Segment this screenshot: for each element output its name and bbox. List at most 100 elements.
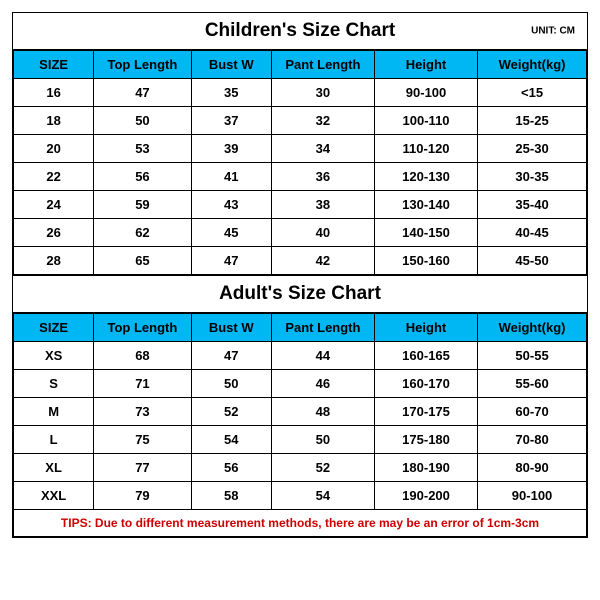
column-header: Weight(kg) <box>478 51 587 79</box>
table-cell: 79 <box>94 482 191 510</box>
table-cell: 15-25 <box>478 107 587 135</box>
column-header: Bust W <box>191 51 271 79</box>
table-cell: 70-80 <box>478 426 587 454</box>
table-cell: 32 <box>271 107 374 135</box>
tips-row: TIPS: Due to different measurement metho… <box>14 510 587 537</box>
children-title-row: Children's Size Chart UNIT: CM <box>13 13 587 50</box>
table-cell: 175-180 <box>374 426 477 454</box>
table-cell: 39 <box>191 135 271 163</box>
table-cell: 47 <box>191 247 271 275</box>
table-cell: 71 <box>94 370 191 398</box>
table-row: S715046160-17055-60 <box>14 370 587 398</box>
table-cell: 56 <box>94 163 191 191</box>
adult-table-head: SIZETop LengthBust WPant LengthHeightWei… <box>14 314 587 342</box>
table-cell: 30-35 <box>478 163 587 191</box>
table-cell: 45 <box>191 219 271 247</box>
table-row: M735248170-17560-70 <box>14 398 587 426</box>
adult-title-row: Adult's Size Chart <box>13 276 587 313</box>
table-cell: 130-140 <box>374 191 477 219</box>
table-cell: XS <box>14 342 94 370</box>
table-row: 20533934110-12025-30 <box>14 135 587 163</box>
table-cell: 45-50 <box>478 247 587 275</box>
table-cell: <15 <box>478 79 587 107</box>
table-cell: 50 <box>271 426 374 454</box>
table-cell: 44 <box>271 342 374 370</box>
table-cell: 38 <box>271 191 374 219</box>
column-header: Top Length <box>94 51 191 79</box>
table-row: 18503732100-11015-25 <box>14 107 587 135</box>
table-cell: 170-175 <box>374 398 477 426</box>
children-size-chart: Children's Size Chart UNIT: CM SIZETop L… <box>12 12 588 276</box>
table-cell: M <box>14 398 94 426</box>
adult-table-body: XS684744160-16550-55S715046160-17055-60M… <box>14 342 587 510</box>
table-cell: 52 <box>271 454 374 482</box>
table-cell: 150-160 <box>374 247 477 275</box>
table-cell: 160-165 <box>374 342 477 370</box>
table-cell: 43 <box>191 191 271 219</box>
table-cell: 18 <box>14 107 94 135</box>
table-row: 22564136120-13030-35 <box>14 163 587 191</box>
children-table: SIZETop LengthBust WPant LengthHeightWei… <box>13 50 587 275</box>
table-cell: 90-100 <box>478 482 587 510</box>
table-cell: 42 <box>271 247 374 275</box>
table-cell: 180-190 <box>374 454 477 482</box>
table-cell: 90-100 <box>374 79 477 107</box>
table-cell: 53 <box>94 135 191 163</box>
children-table-head: SIZETop LengthBust WPant LengthHeightWei… <box>14 51 587 79</box>
table-cell: 140-150 <box>374 219 477 247</box>
table-cell: 50-55 <box>478 342 587 370</box>
table-row: 1647353090-100<15 <box>14 79 587 107</box>
table-cell: 80-90 <box>478 454 587 482</box>
column-header: Bust W <box>191 314 271 342</box>
table-row: 24594338130-14035-40 <box>14 191 587 219</box>
table-row: XL775652180-19080-90 <box>14 454 587 482</box>
table-cell: 41 <box>191 163 271 191</box>
table-row: XXL795854190-20090-100 <box>14 482 587 510</box>
table-cell: 120-130 <box>374 163 477 191</box>
table-cell: 54 <box>271 482 374 510</box>
table-cell: 190-200 <box>374 482 477 510</box>
table-cell: 24 <box>14 191 94 219</box>
table-cell: XL <box>14 454 94 482</box>
column-header: SIZE <box>14 314 94 342</box>
table-cell: 50 <box>94 107 191 135</box>
table-cell: 60-70 <box>478 398 587 426</box>
column-header: Weight(kg) <box>478 314 587 342</box>
unit-label: UNIT: CM <box>531 26 575 37</box>
table-cell: 100-110 <box>374 107 477 135</box>
children-table-body: 1647353090-100<1518503732100-11015-25205… <box>14 79 587 275</box>
table-row: XS684744160-16550-55 <box>14 342 587 370</box>
adult-title: Adult's Size Chart <box>219 283 381 304</box>
table-cell: 16 <box>14 79 94 107</box>
table-cell: 62 <box>94 219 191 247</box>
table-row: 28654742150-16045-50 <box>14 247 587 275</box>
table-cell: 68 <box>94 342 191 370</box>
table-cell: 20 <box>14 135 94 163</box>
table-cell: 50 <box>191 370 271 398</box>
table-cell: L <box>14 426 94 454</box>
table-cell: 47 <box>94 79 191 107</box>
column-header: SIZE <box>14 51 94 79</box>
table-cell: 30 <box>271 79 374 107</box>
column-header: Pant Length <box>271 51 374 79</box>
table-cell: 46 <box>271 370 374 398</box>
table-row: L755450175-18070-80 <box>14 426 587 454</box>
table-cell: 35 <box>191 79 271 107</box>
table-cell: 54 <box>191 426 271 454</box>
table-cell: 48 <box>271 398 374 426</box>
table-cell: 35-40 <box>478 191 587 219</box>
table-cell: 55-60 <box>478 370 587 398</box>
table-cell: 58 <box>191 482 271 510</box>
table-cell: 34 <box>271 135 374 163</box>
table-cell: 59 <box>94 191 191 219</box>
table-cell: 56 <box>191 454 271 482</box>
table-cell: 77 <box>94 454 191 482</box>
table-cell: 47 <box>191 342 271 370</box>
table-cell: 160-170 <box>374 370 477 398</box>
table-cell: 52 <box>191 398 271 426</box>
table-cell: 75 <box>94 426 191 454</box>
table-cell: S <box>14 370 94 398</box>
table-cell: 28 <box>14 247 94 275</box>
table-row: 26624540140-15040-45 <box>14 219 587 247</box>
tips-text: TIPS: Due to different measurement metho… <box>14 510 587 537</box>
